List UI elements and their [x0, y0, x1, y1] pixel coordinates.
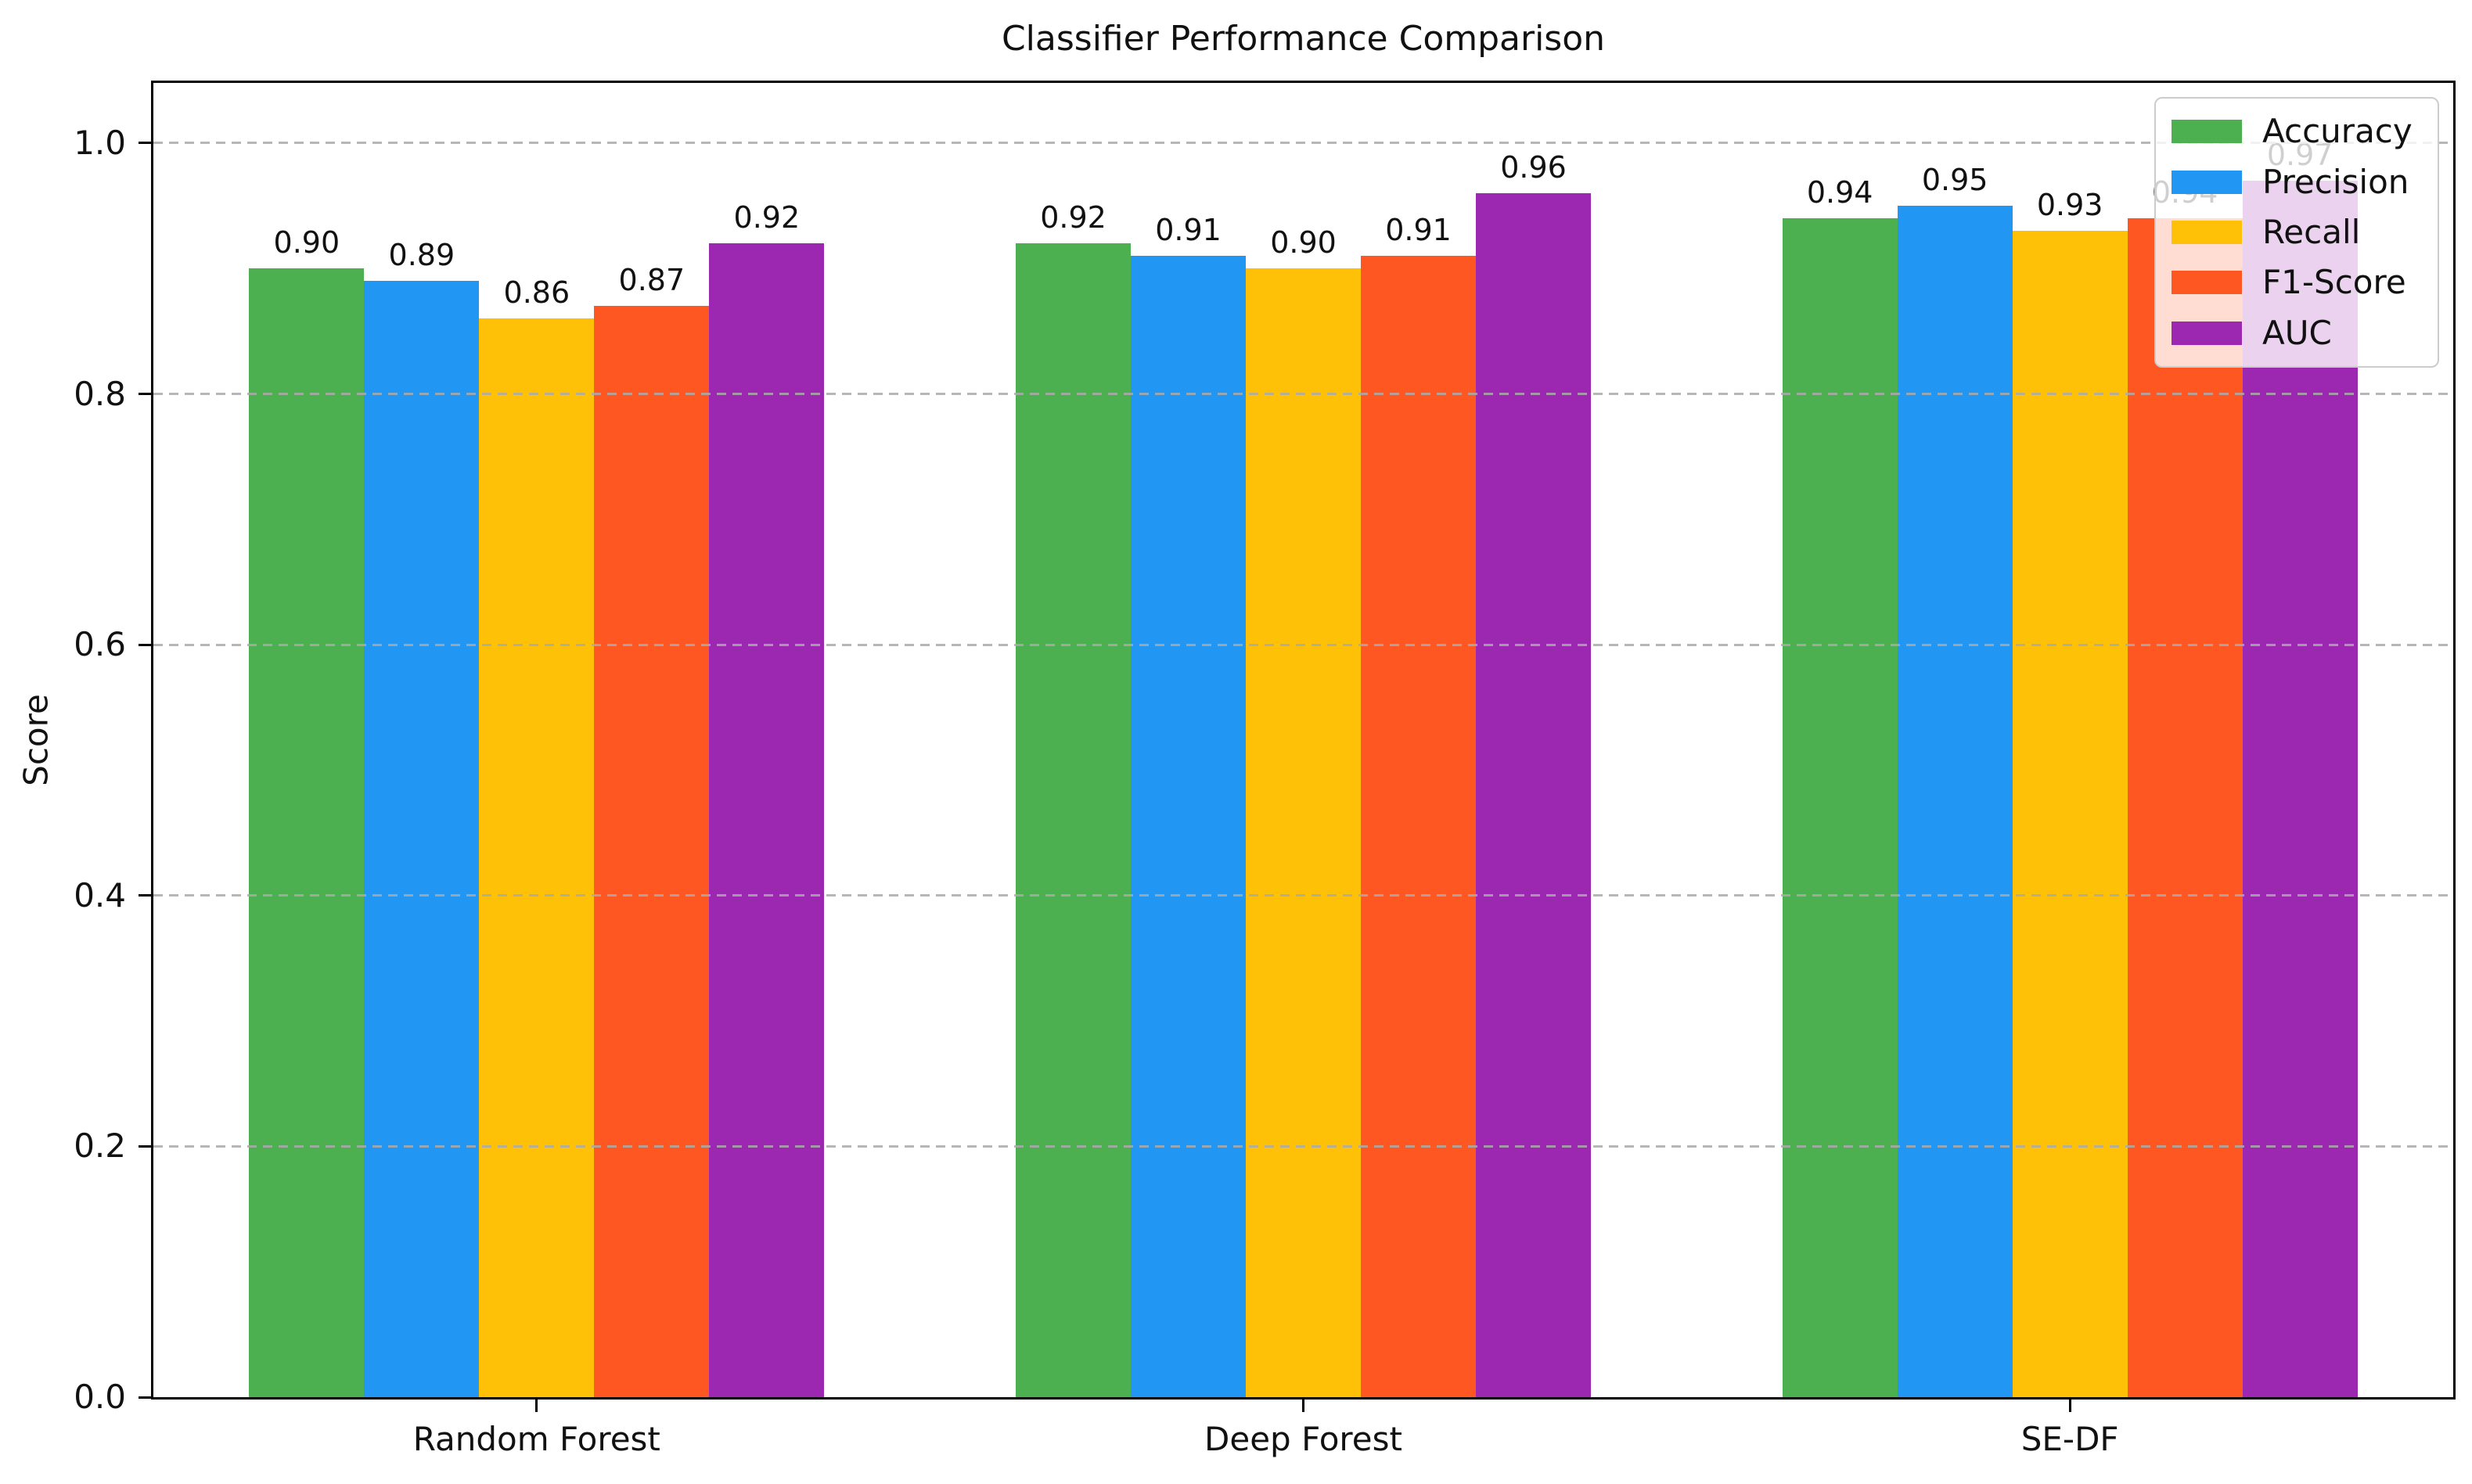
bar-f1-score-random-forest [594, 306, 710, 1397]
bar-f1-score-se-df [2127, 218, 2243, 1397]
gridline [153, 142, 2453, 145]
bar-precision-deep-forest [1131, 256, 1246, 1397]
y-tick-label: 0.4 [74, 875, 126, 914]
bar-value-label: 0.91 [1155, 213, 1222, 248]
bar-f1-score-deep-forest [1361, 256, 1476, 1397]
y-tick-label: 0.8 [74, 374, 126, 413]
legend-label: Recall [2262, 212, 2361, 251]
bar-auc-se-df [2242, 181, 2358, 1397]
bar-recall-se-df [2012, 231, 2128, 1397]
x-tick-label-se-df: SE-DF [2020, 1420, 2119, 1458]
bar-value-label: 0.87 [618, 263, 685, 298]
bar-value-label: 0.86 [503, 275, 570, 311]
bar-auc-random-forest [709, 243, 825, 1397]
bar-accuracy-deep-forest [1016, 243, 1131, 1397]
bar-value-label: 0.90 [273, 225, 340, 261]
gridline [153, 643, 2453, 646]
x-tick-mark [1302, 1400, 1304, 1412]
legend: Accuracy Precision Recall F1-Score AUC [2154, 97, 2439, 368]
bar-value-label: 0.93 [2036, 188, 2103, 223]
gridline [153, 393, 2453, 396]
bar-recall-random-forest [479, 318, 595, 1397]
legend-color-swatch [2172, 271, 2242, 295]
y-tick-label: 0.0 [74, 1378, 126, 1416]
bar-value-label: 0.89 [388, 238, 455, 273]
legend-label: Accuracy [2262, 112, 2413, 151]
y-tick-label: 0.6 [74, 625, 126, 664]
x-tick-label-random-forest: Random Forest [412, 1420, 660, 1458]
bar-precision-random-forest [364, 281, 480, 1397]
legend-item-auc: AUC [2172, 313, 2422, 352]
legend-item-f1-score: F1-Score [2172, 266, 2422, 299]
bar-precision-se-df [1897, 206, 2013, 1397]
bar-value-label: 0.94 [1806, 175, 1873, 210]
bar-recall-deep-forest [1246, 268, 1361, 1397]
legend-label: F1-Score [2262, 263, 2406, 302]
bar-value-label: 0.95 [1921, 163, 1988, 198]
x-tick-label-deep-forest: Deep Forest [1204, 1420, 1402, 1458]
plot-area: 0.90 0.89 0.86 0.87 0.92 0.92 0.91 0.90 0.91 0.96… [74, 81, 2456, 1458]
bar-accuracy-random-forest [249, 268, 365, 1397]
legend-color-swatch [2172, 321, 2242, 345]
legend-label: AUC [2262, 313, 2332, 352]
bar-value-label: 0.91 [1385, 213, 1452, 248]
legend-label: Precision [2262, 162, 2409, 201]
gridline [153, 1144, 2453, 1148]
x-tick-mark [535, 1400, 538, 1412]
y-tick-mark [139, 894, 153, 897]
y-tick-mark [139, 142, 153, 145]
bar-value-label: 0.90 [1270, 225, 1337, 261]
x-tick-mark [2068, 1400, 2071, 1412]
legend-item-precision: Precision [2172, 162, 2422, 201]
bar-accuracy-se-df [1782, 218, 1898, 1397]
chart-title: Classifier Performance Comparison [1001, 19, 1606, 59]
bar-auc-deep-forest [1476, 193, 1591, 1397]
bar-value-label: 0.92 [1040, 200, 1106, 235]
y-tick-label: 0.2 [74, 1126, 126, 1166]
legend-color-swatch [2172, 120, 2242, 144]
y-tick-mark [139, 1396, 153, 1399]
y-tick-mark [139, 1144, 153, 1148]
y-axis-label: Score [16, 694, 56, 786]
bar-value-label: 0.96 [1500, 150, 1567, 185]
legend-item-accuracy: Accuracy [2172, 115, 2422, 148]
legend-color-swatch [2172, 170, 2242, 194]
y-tick-mark [139, 393, 153, 396]
legend-item-recall: Recall [2172, 212, 2422, 251]
gridline [153, 894, 2453, 897]
y-tick-mark [139, 643, 153, 646]
legend-color-swatch [2172, 220, 2242, 244]
bar-value-label: 0.92 [733, 200, 801, 235]
y-tick-label: 1.0 [74, 123, 126, 162]
